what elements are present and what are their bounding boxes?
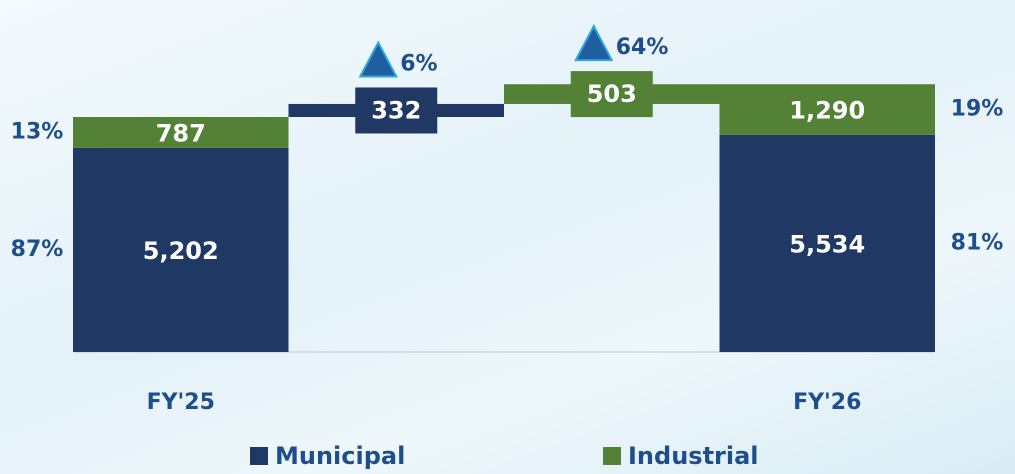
label-box: [355, 87, 438, 134]
bar: [719, 134, 935, 352]
x-tick-label: FY'25: [147, 390, 215, 415]
value-label: 503: [587, 80, 637, 108]
value-label: 5,202: [143, 237, 219, 265]
share-label: 81%: [951, 230, 1004, 255]
legend-label: Municipal: [275, 442, 405, 470]
share-label: 13%: [11, 119, 64, 144]
bar: [73, 147, 289, 352]
label-box: [570, 71, 653, 118]
value-label: 787: [156, 119, 206, 147]
share-label: 87%: [11, 237, 64, 262]
growth-label: 64%: [616, 35, 669, 60]
value-label: 1,290: [789, 97, 865, 125]
bar: [73, 116, 289, 148]
growth-label: 6%: [400, 51, 437, 76]
x-tick-label: FY'26: [793, 390, 861, 415]
growth-arrow: [574, 23, 614, 62]
value-label: 5,534: [789, 230, 865, 258]
growth-arrow: [358, 40, 398, 78]
legend-label: Industrial: [628, 442, 759, 470]
legend-swatch: [603, 447, 621, 465]
bar: [719, 84, 935, 135]
share-label: 19%: [951, 97, 1004, 122]
value-label: 332: [371, 96, 421, 124]
legend-swatch: [250, 447, 268, 465]
